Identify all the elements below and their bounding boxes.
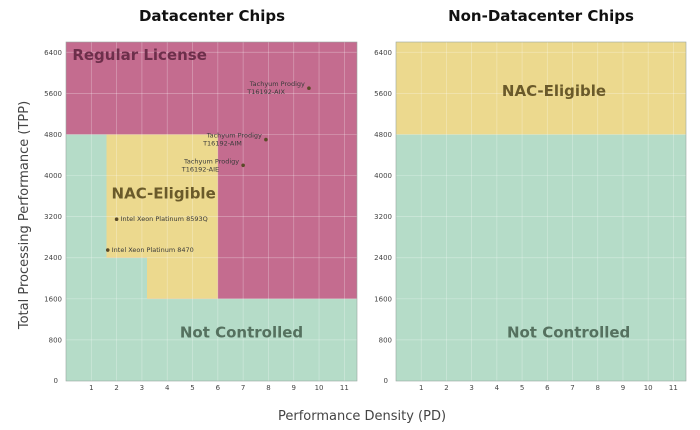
y-tick-label: 6400 [44, 49, 62, 57]
data-point [241, 163, 245, 168]
y-tick-label: 5600 [374, 90, 392, 98]
x-tick-label: 11 [340, 384, 349, 392]
data-point [307, 86, 311, 91]
region-nac-eligible [396, 42, 686, 135]
origin-tick-label: 0 [384, 377, 388, 385]
y-tick-label: 5600 [44, 90, 62, 98]
x-tick-label: 2 [114, 384, 118, 392]
data-point-label-line: T16192-AIX [246, 88, 285, 96]
data-point-label-line: Tachyum Prodigy [206, 132, 262, 140]
x-tick-label: 10 [644, 384, 653, 392]
origin-tick-label: 0 [54, 377, 58, 385]
chart-panel-1: Not Controlled Regular License NAC-Eligibl… [44, 7, 358, 392]
x-tick-label: 11 [669, 384, 678, 392]
data-point-label: Tachyum Prodigy T16192-AIM [202, 132, 262, 148]
x-tick-label: 7 [570, 384, 574, 392]
y-tick-label: 800 [49, 336, 62, 344]
panel-plot-area: Not Controlled NAC-Eligible [396, 42, 686, 381]
region-label-regular-license: Regular License [72, 46, 207, 64]
x-tick-label: 1 [419, 384, 423, 392]
region-label-nac-eligible: NAC-Eligible [502, 82, 606, 100]
data-point-label-line: T16192-AIM [202, 140, 242, 148]
chart-title: Datacenter Chips [139, 7, 285, 25]
y-tick-label: 2400 [44, 254, 62, 262]
x-tick-label: 8 [266, 384, 270, 392]
chart-panel-2: Not Controlled NAC-Eligible 1 2 3 4 5 6 7 8 9 10 11 8… [374, 7, 687, 392]
y-tick-label: 4000 [44, 172, 62, 180]
data-point-label: Tachyum Prodigy T16192-AIE [181, 157, 239, 173]
y-tick-label: 3200 [374, 213, 392, 221]
data-point-label: Intel Xeon Platinum 8593Q [121, 215, 208, 223]
data-point [105, 248, 110, 252]
x-tick-label: 6 [545, 384, 550, 392]
region-label-not-controlled: Not Controlled [507, 323, 630, 341]
data-point [114, 217, 119, 222]
data-point-label-line: Intel Xeon Platinum 8593Q [121, 215, 208, 223]
y-tick-label: 4000 [374, 172, 392, 180]
data-point-label: Tachyum Prodigy T16192-AIX [246, 80, 305, 96]
x-tick-label: 5 [190, 384, 194, 392]
x-tick-label: 3 [469, 384, 473, 392]
x-axis-label: Performance Density (PD) [278, 409, 446, 424]
x-tick-label: 9 [292, 384, 296, 392]
x-tick-label: 2 [444, 384, 448, 392]
region-not-controlled [396, 134, 686, 381]
panel-frame [395, 41, 687, 382]
y-tick-label: 6400 [374, 49, 392, 57]
data-point-label-line: Tachyum Prodigy [183, 157, 239, 165]
data-point-label: Intel Xeon Platinum 8470 [112, 246, 194, 254]
x-tick-label: 4 [165, 384, 170, 392]
data-point-label-line: Intel Xeon Platinum 8470 [112, 246, 194, 254]
panel-plot-area: Not Controlled Regular License NAC-Eligibl… [66, 42, 357, 381]
x-tick-label: 5 [520, 384, 524, 392]
x-tick-label: 8 [596, 384, 600, 392]
y-tick-label: 800 [379, 336, 392, 344]
data-point [264, 137, 268, 142]
region-label-nac-eligible: NAC-Eligible [112, 185, 216, 203]
x-tick-label: 9 [621, 384, 625, 392]
x-tick-label: 3 [140, 384, 144, 392]
y-tick-label: 3200 [44, 213, 62, 221]
x-tick-label: 6 [216, 384, 221, 392]
y-tick-label: 1600 [44, 295, 62, 303]
region-label-not-controlled: Not Controlled [180, 323, 303, 341]
region-nac-eligible [106, 134, 218, 299]
y-axis-label: Total Processing Performance (TPP) [17, 101, 32, 330]
chart-title: Non-Datacenter Chips [448, 7, 634, 25]
y-tick-label: 2400 [374, 254, 392, 262]
x-tick-label: 4 [495, 384, 500, 392]
y-tick-label: 1600 [374, 295, 392, 303]
x-tick-label: 1 [89, 384, 93, 392]
data-point-label-line: Tachyum Prodigy [249, 80, 305, 88]
panel-frame [65, 41, 358, 382]
x-tick-label: 10 [315, 384, 324, 392]
x-tick-label: 7 [241, 384, 245, 392]
y-tick-label: 4800 [374, 131, 392, 139]
data-point-label-line: T16192-AIE [181, 165, 219, 173]
y-tick-label: 4800 [44, 131, 62, 139]
